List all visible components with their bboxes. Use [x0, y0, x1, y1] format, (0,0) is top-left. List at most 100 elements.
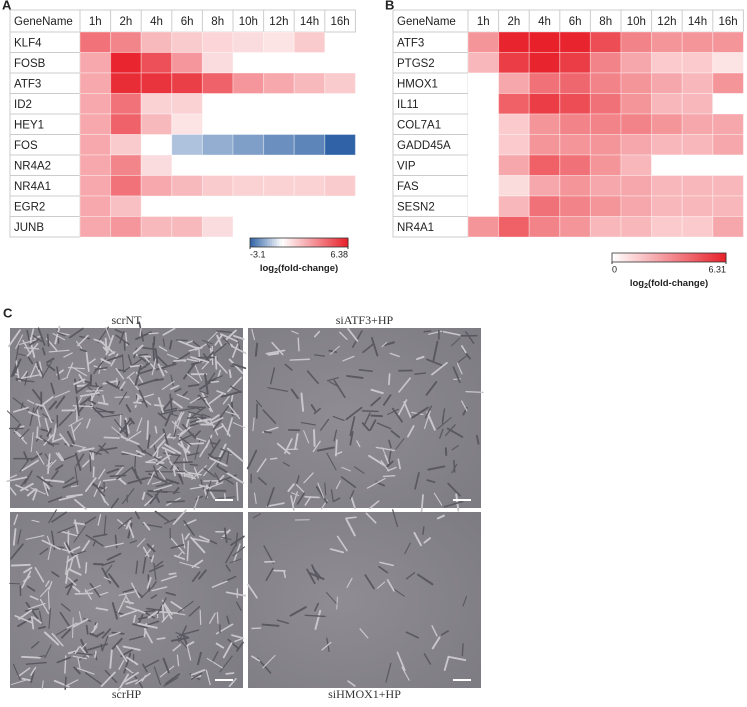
heat-cell	[172, 94, 203, 115]
cell	[217, 612, 218, 623]
heat-cell	[560, 94, 591, 115]
image-label: scrHP	[112, 687, 142, 701]
heat-cell	[202, 53, 233, 74]
colorbar-step	[695, 253, 698, 262]
heat-cell	[499, 135, 530, 156]
colorbar-label: log2(fold-change)	[630, 278, 708, 291]
heat-cell	[141, 217, 172, 238]
cell	[454, 460, 455, 471]
heat-cell	[468, 176, 499, 197]
heat-cell	[529, 155, 560, 176]
cell	[462, 644, 463, 656]
heat-cell	[141, 155, 172, 176]
cell	[265, 432, 271, 433]
colorbar-step	[680, 253, 683, 262]
heat-cell	[325, 176, 356, 197]
colorbar-step	[669, 253, 672, 262]
heat-cell	[111, 217, 142, 238]
heat-cell	[682, 135, 713, 156]
cell	[226, 673, 233, 674]
heat-cell	[713, 217, 744, 238]
heat-cell	[621, 135, 652, 156]
colorbar-step	[666, 253, 669, 262]
column-header: 12h	[657, 16, 676, 28]
heat-cell	[233, 176, 264, 197]
cell	[269, 353, 279, 354]
cell	[12, 565, 30, 566]
cell	[389, 374, 390, 384]
colorbar-step	[686, 253, 689, 262]
heat-cell	[682, 114, 713, 135]
gene-name: KLF4	[14, 37, 42, 49]
row-header: GeneName	[397, 16, 456, 28]
cell	[153, 344, 154, 361]
cell	[190, 464, 197, 465]
cell	[22, 657, 40, 658]
colorbar-step	[621, 253, 624, 262]
heat-cell	[713, 135, 744, 156]
heat-cell	[529, 196, 560, 217]
heat-cell	[468, 32, 499, 53]
heat-cell	[590, 176, 621, 197]
column-header: 1h	[89, 16, 102, 28]
gene-name: GADD45A	[397, 140, 451, 152]
heat-cell	[713, 176, 744, 197]
heat-cell	[529, 114, 560, 135]
cell	[290, 359, 309, 360]
cell	[169, 573, 175, 574]
colorbar-tick-label: -3.1	[250, 249, 266, 259]
heat-cell	[468, 135, 499, 156]
heat-cell	[713, 155, 744, 176]
heat-cell	[621, 114, 652, 135]
gene-name: PTGS2	[397, 58, 435, 70]
heat-cell	[529, 176, 560, 197]
heat-cell	[590, 32, 621, 53]
heat-cell	[590, 217, 621, 238]
heat-cell	[590, 114, 621, 135]
cell	[163, 605, 164, 620]
colorbar-step	[623, 253, 626, 262]
gene-name: ATF3	[14, 78, 41, 90]
colorbar-label-part: log	[630, 278, 644, 289]
heat-cell	[590, 94, 621, 115]
colorbar-tick-label: 6.31	[708, 264, 726, 274]
cell	[271, 458, 277, 459]
heat-cell	[111, 114, 142, 135]
heat-cell	[499, 32, 530, 53]
heat-cell	[264, 32, 295, 53]
heat-cell	[111, 53, 142, 74]
heat-cell	[172, 53, 203, 74]
heat-cell	[111, 73, 142, 94]
heat-cell	[264, 73, 295, 94]
heat-cell	[621, 176, 652, 197]
colorbar-label-part: (fold-change)	[648, 278, 708, 289]
heat-cell	[499, 217, 530, 238]
colorbar-step	[706, 253, 709, 262]
gene-name: FAS	[397, 181, 419, 193]
gene-name: IL11	[397, 99, 419, 111]
cell	[147, 421, 148, 439]
heat-cell	[294, 32, 325, 53]
gene-name: HMOX1	[397, 78, 438, 90]
heat-cell	[652, 196, 683, 217]
cell	[106, 339, 107, 351]
heat-cell	[80, 32, 111, 53]
heat-cell	[682, 94, 713, 115]
cell	[140, 328, 141, 335]
heat-cell	[325, 73, 356, 94]
cell	[135, 456, 136, 467]
heat-cell	[590, 196, 621, 217]
cell	[363, 411, 379, 412]
heat-cell	[682, 73, 713, 94]
colorbar-step	[655, 253, 658, 262]
heat-cell	[621, 94, 652, 115]
heat-cell	[682, 217, 713, 238]
heat-cell	[652, 32, 683, 53]
cell	[230, 370, 231, 377]
micrograph	[248, 512, 481, 688]
column-header: 2h	[120, 16, 133, 28]
colorbar-step	[652, 253, 655, 262]
cell	[466, 392, 483, 393]
colorbar-tick-label: 0	[612, 264, 617, 274]
